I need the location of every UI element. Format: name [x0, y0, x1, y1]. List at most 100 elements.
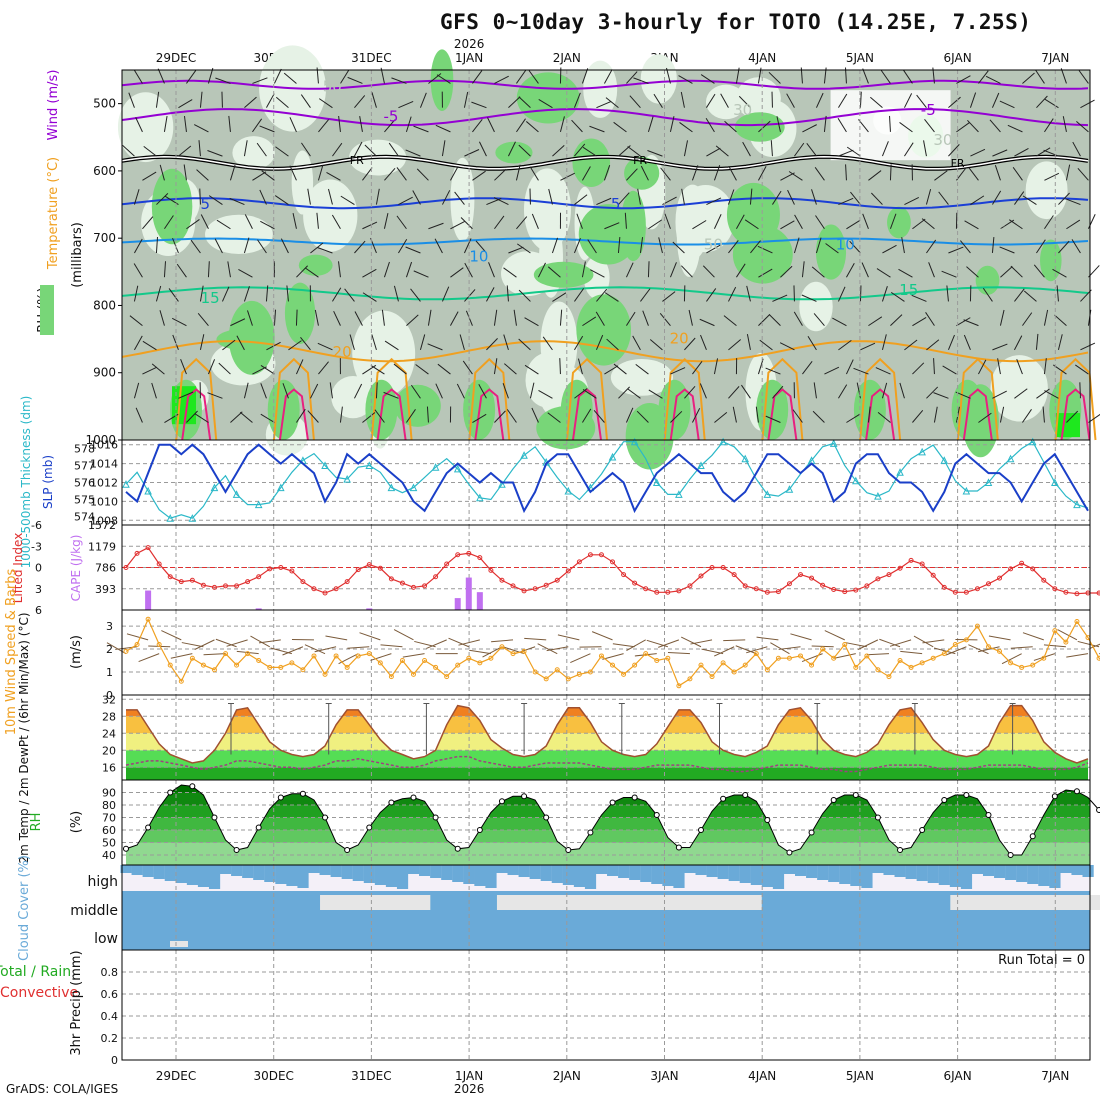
wind-barb: [648, 389, 663, 399]
wind-speed-point: [521, 648, 527, 654]
wind-speed-point: [554, 667, 560, 673]
wind-barb: [391, 77, 407, 84]
wind-barb: [758, 166, 767, 181]
wind-barb-10m: [359, 632, 381, 641]
wind-speed-point: [632, 662, 638, 668]
wind-barb: [450, 311, 459, 326]
rh-point: [1007, 852, 1014, 858]
rh-moist-patch: [523, 168, 571, 251]
rh-tick-label: 90: [102, 787, 116, 800]
wind-barb: [728, 339, 742, 351]
wind-speed-point: [621, 671, 627, 677]
wind-barb: [1065, 164, 1071, 181]
thickness-point: [851, 476, 860, 485]
wind-barb: [155, 285, 162, 302]
wind-barb: [812, 410, 825, 423]
wind-barb: [606, 338, 619, 351]
wind-barb-10m: [714, 646, 735, 657]
lifted-index-point: [643, 586, 649, 592]
pressure-tick-label: 600: [93, 164, 116, 178]
wind-barb: [478, 384, 487, 399]
wind-barb: [706, 244, 721, 254]
wind-barb: [853, 367, 869, 375]
rh-point: [897, 847, 904, 853]
rh-point: [941, 797, 948, 803]
wind-barb: [326, 172, 341, 181]
cloud-high-bar: [407, 865, 420, 874]
wind-barb: [259, 125, 275, 133]
rh-point: [454, 845, 461, 852]
thickness-tick-label: 575: [74, 494, 95, 507]
x-tick-label-bottom: 30DEC: [253, 1069, 293, 1083]
rh-humid-patch: [734, 112, 785, 142]
cloud-high-bar: [275, 865, 287, 884]
wind-speed-point: [510, 651, 516, 657]
wind-barb: [406, 409, 416, 423]
thickness-point: [232, 490, 241, 498]
wind-barb: [317, 247, 333, 254]
wind-barb: [604, 365, 619, 375]
wind-barb: [196, 169, 209, 181]
wind-barb: [314, 309, 319, 326]
wind-barb: [770, 140, 773, 157]
wind-speed-point: [200, 662, 206, 668]
wind-barb: [531, 213, 539, 229]
wind-barb: [956, 317, 971, 327]
precip-tick-label: 0.4: [101, 1010, 119, 1023]
wind-barb: [846, 219, 861, 230]
wind-barb: [398, 100, 414, 109]
wind-barb: [692, 220, 707, 230]
wind-barb: [815, 237, 822, 254]
rh-humid-patch: [572, 138, 611, 188]
thickness-point: [608, 452, 617, 461]
wind-barb: [396, 167, 407, 181]
wind-barb: [670, 367, 686, 375]
wind-barb: [207, 150, 223, 157]
wind-barb: [1052, 268, 1067, 278]
wind-barb: [164, 215, 174, 230]
wind-speed-point: [1041, 655, 1047, 661]
wind-barb: [275, 96, 289, 109]
wind-barb: [186, 70, 197, 84]
thickness-point: [697, 461, 705, 469]
wind-barb-10m: [138, 653, 160, 662]
lifted-index-point: [311, 586, 317, 592]
wind-barb: [627, 146, 641, 157]
cloud-high-bar: [208, 865, 221, 889]
thickness-point: [940, 456, 949, 464]
wind-barb: [493, 309, 498, 326]
lifted-index-point: [267, 566, 273, 572]
wind-barb: [861, 262, 869, 278]
wind-speed-point: [875, 667, 881, 673]
wind-speed-point: [565, 676, 571, 682]
thickness-point: [166, 514, 175, 522]
wind-barb: [658, 237, 663, 254]
pressure-tick-label: 900: [93, 366, 116, 380]
wind-barb: [428, 73, 442, 84]
wind-barb: [552, 292, 567, 302]
wind-speed-point: [775, 655, 781, 661]
wind-barb: [903, 69, 913, 84]
lifted-index-point: [587, 552, 593, 558]
wind-barb-10m: [634, 653, 657, 657]
lifted-index-point: [764, 589, 770, 595]
wind-barb: [547, 266, 561, 278]
wind-barb: [301, 142, 311, 157]
wind-barb: [200, 214, 209, 229]
thickness-point: [1051, 478, 1059, 486]
cloud-high-bar: [739, 865, 751, 883]
wind-barb-10m: [546, 646, 569, 652]
wind-barb: [288, 340, 302, 351]
cloud-high-bar: [297, 865, 309, 888]
wind-barb: [669, 262, 677, 278]
wind-barb: [524, 317, 539, 327]
wind-speed-point: [897, 658, 903, 664]
rh-point: [410, 794, 417, 801]
rh-point: [299, 790, 306, 797]
wind-barb-10m: [347, 646, 370, 649]
wind-barb: [354, 95, 366, 108]
wind-barb: [353, 383, 363, 399]
isotherm-20-loop: [175, 357, 218, 441]
lifted-index-point: [1052, 586, 1058, 592]
wind-barb: [928, 262, 935, 278]
